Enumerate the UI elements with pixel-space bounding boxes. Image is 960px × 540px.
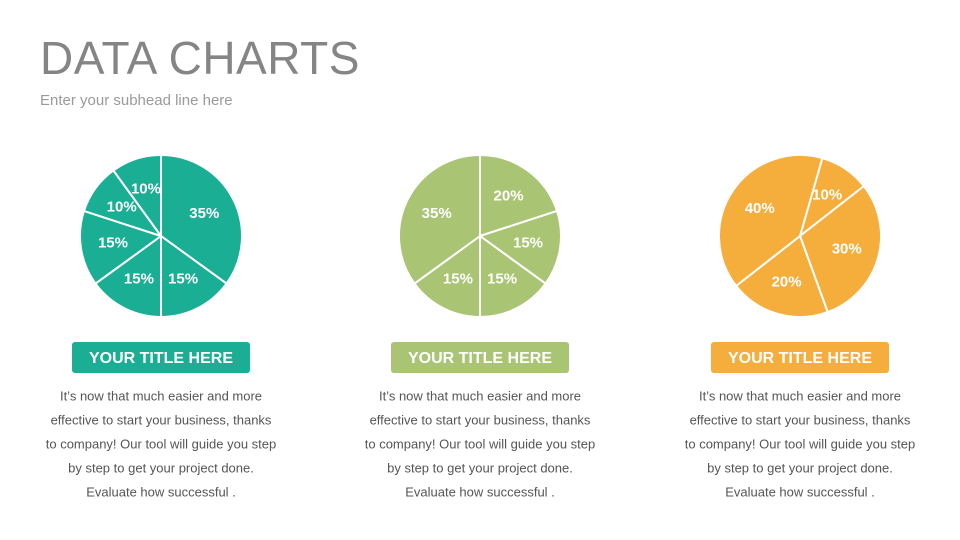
caption-line: by step to get your project done. — [68, 460, 254, 475]
caption-line: It’s now that much easier and more — [699, 388, 901, 403]
caption-line: It’s now that much easier and more — [379, 388, 581, 403]
title-pill — [391, 342, 569, 373]
slice-label: 10% — [131, 181, 161, 198]
slice-label: 15% — [513, 235, 543, 252]
pie-slice — [112, 154, 162, 237]
chart-title: YOUR TITLE HERE — [728, 350, 872, 367]
slice-label: 15% — [168, 270, 198, 287]
pie-slice — [160, 235, 228, 318]
caption-line: effective to start your business, thanks — [51, 412, 272, 427]
slice-label: 35% — [422, 205, 452, 222]
caption-line: by step to get your project done. — [707, 460, 893, 475]
pie-slice — [479, 209, 562, 285]
caption-line: to company! Our tool will guide you step — [365, 436, 596, 451]
slice-label: 15% — [487, 270, 517, 287]
slice-label: 30% — [832, 240, 862, 257]
pie-slice — [79, 209, 162, 285]
slice-label: 15% — [443, 270, 473, 287]
caption-line: Evaluate how successful . — [405, 484, 555, 499]
pie-slice — [160, 154, 243, 285]
chart-title: YOUR TITLE HERE — [408, 350, 552, 367]
caption-line: Evaluate how successful . — [86, 484, 236, 499]
subhead: Enter your subhead line here — [40, 92, 233, 109]
slice-label: 20% — [772, 274, 802, 291]
title-pill — [72, 342, 250, 373]
pie-slice — [799, 185, 882, 314]
slice-label: 10% — [107, 198, 137, 215]
pie-slice — [735, 235, 829, 318]
pie-slice — [718, 154, 824, 287]
slice-label: 10% — [812, 187, 842, 204]
pie-slice — [94, 235, 162, 318]
caption-line: to company! Our tool will guide you step — [685, 436, 916, 451]
slice-label: 15% — [98, 235, 128, 252]
slice-label: 20% — [494, 188, 524, 205]
caption-line: by step to get your project done. — [387, 460, 573, 475]
caption-line: It’s now that much easier and more — [60, 388, 262, 403]
slice-label: 40% — [745, 200, 775, 217]
title-pill — [711, 342, 889, 373]
caption-line: effective to start your business, thanks — [370, 412, 591, 427]
pie-slice — [479, 154, 559, 237]
pie-slice — [413, 235, 481, 318]
slice-label: 15% — [124, 270, 154, 287]
slice-label: 35% — [189, 205, 219, 222]
page-title: DATA CHARTS — [40, 32, 360, 84]
caption-line: Evaluate how successful . — [725, 484, 875, 499]
pie-slice — [479, 235, 547, 318]
pie-slice — [398, 154, 481, 285]
chart-title: YOUR TITLE HERE — [89, 350, 233, 367]
caption-line: to company! Our tool will guide you step — [46, 436, 277, 451]
caption-line: effective to start your business, thanks — [690, 412, 911, 427]
